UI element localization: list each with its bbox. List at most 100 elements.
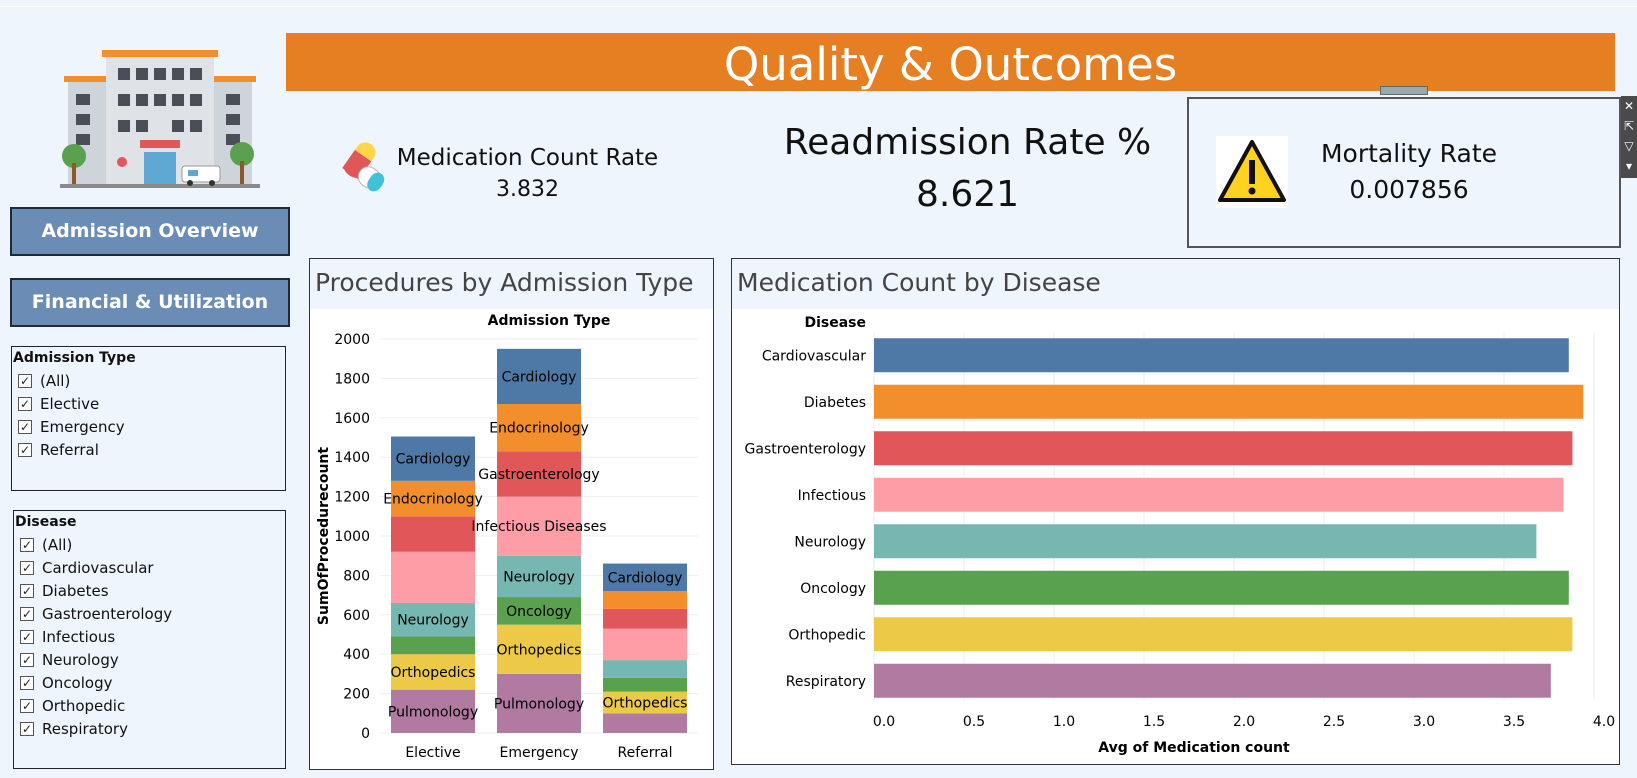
bar-neurology [874,524,1537,559]
medication-kpi-label: Medication Count Rate [396,145,659,171]
checkbox-checked-icon[interactable]: ✓ [20,606,34,621]
y-category-label: Neurology [794,534,866,550]
y-tick-label: 1200 [334,490,370,506]
segment-label: Infectious Diseases [471,519,606,535]
segment-label: Gastroenterology [478,467,599,483]
readmission-kpi-value: 8.621 [915,174,1020,215]
checkbox-checked-icon[interactable]: ✓ [20,583,34,598]
procedures-stacked-bar-chart: Admission Type SumOfProcedurecount 0 200 400… [316,313,698,761]
disease-filter: Disease ✓ (All) ✓ Cardiovascular ✓ Diabetes… [13,510,286,769]
checkbox-checked-icon[interactable]: ✓ [20,629,34,644]
bar-cardiovascular [874,338,1569,373]
filter-icon[interactable]: ▽ [1624,139,1634,153]
mortality-kpi-label: Mortality Rate [1320,139,1498,168]
bar-segment-cardiology [603,563,687,592]
y-category-label: Infectious [798,488,866,504]
y-category-label: Cardiovascular [762,348,866,364]
bar-segment-cardiology [497,348,581,405]
x-tick-label: Emergency [500,745,579,761]
checkbox-checked-icon[interactable]: ✓ [20,537,34,552]
medication-kpi-value: 3.832 [496,177,559,202]
checkbox-checked-icon[interactable]: ✓ [20,721,34,736]
x-tick-label: 2.0 [1233,714,1255,730]
segment-label: Neurology [397,613,469,629]
more-options-icon[interactable]: ▾ [1625,159,1633,173]
segment-label: Pulmonology [494,696,584,712]
segment-label: Endocrinology [489,421,589,437]
bar-orthopedic [874,617,1573,652]
medication-horizontal-bar-chart: Disease 0.0 0.5 1.0 1.5 2.0 2.5 3.0 3.5 4.0 Cardio… [745,315,1616,756]
admission-type-filter: Admission Type ✓ (All) ✓ Elective ✓ Emergen… [11,346,286,491]
y-tick-label: 600 [343,608,370,624]
y-tick-label: 1600 [334,411,370,427]
bar-segment-cardiology [391,436,475,481]
chart-title: Medication Count by Disease [732,259,1619,309]
bar-segment-infectious-diseases [391,551,475,603]
checkbox-checked-icon[interactable]: ✓ [18,373,32,388]
checkbox-checked-icon[interactable]: ✓ [20,652,34,667]
filter-item-emergency[interactable]: ✓ Emergency [18,417,125,436]
y-tick-label: 800 [343,568,370,584]
x-tick-label: Referral [618,745,673,761]
chart-header: Disease [804,315,866,331]
bar-segment-oncology [391,636,475,655]
checkbox-checked-icon[interactable]: ✓ [18,396,32,411]
filter-item-cardiovascular[interactable]: ✓ Cardiovascular [20,558,154,577]
drag-handle[interactable] [1380,86,1428,95]
filter-item-all[interactable]: ✓ (All) [18,371,71,390]
bar-gastroenterology [874,431,1573,466]
medication-chart-panel: Medication Count by Disease Disease 0.0 0.… [731,258,1620,765]
warning-triangle-icon [1216,136,1288,208]
y-tick-label: 1400 [334,450,370,466]
bar-segment-pulmonology [391,689,475,733]
x-axis-label: Avg of Medication count [1098,740,1290,756]
checkbox-checked-icon[interactable]: ✓ [20,675,34,690]
y-tick-label: 400 [343,647,370,663]
procedures-chart-panel: Procedures by Admission Type Admission T… [309,258,714,770]
bar-segment-orthopedics [391,654,475,690]
segment-label: Orthopedics [391,665,476,681]
bar-segment-endocrinology [391,480,475,517]
filter-item-neurology[interactable]: ✓ Neurology [20,650,119,669]
bar-segment-oncology [603,677,687,692]
segment-label: Orthopedics [603,695,688,711]
x-tick-label: 3.0 [1413,714,1435,730]
segment-label: Cardiology [396,452,471,468]
filter-item-oncology[interactable]: ✓ Oncology [20,673,113,692]
segment-label: Orthopedics [497,642,582,658]
y-tick-label: 200 [343,687,370,703]
y-tick-label: 1800 [334,371,370,387]
bar-segment-endocrinology [497,404,581,452]
bar-segment-orthopedics [603,691,687,714]
bar-segment-orthopedics [497,624,581,674]
close-icon[interactable]: ✕ [1623,99,1635,113]
filter-item-all[interactable]: ✓ (All) [20,535,73,554]
bar-segment-neurology [603,660,687,678]
checkbox-checked-icon[interactable]: ✓ [20,698,34,713]
open-external-icon[interactable]: ⇱ [1623,119,1635,133]
filter-item-infectious[interactable]: ✓ Infectious [20,627,116,646]
checkbox-checked-icon[interactable]: ✓ [20,560,34,575]
mortality-kpi-card[interactable]: Mortality Rate 0.007856 [1187,97,1621,248]
bar-diabetes [874,384,1584,419]
filter-item-orthopedic[interactable]: ✓ Orthopedic [20,696,126,715]
chart-title: Procedures by Admission Type [310,259,713,309]
filter-item-referral[interactable]: ✓ Referral [18,440,99,459]
segment-label: Cardiology [608,570,683,586]
y-category-label: Respiratory [786,674,866,690]
financial-utilization-button[interactable]: Financial & Utilization [10,278,290,327]
x-tick-label: 2.5 [1323,714,1345,730]
x-tick-label: 0.5 [963,714,985,730]
y-category-label: Diabetes [804,395,866,411]
filter-item-elective[interactable]: ✓ Elective [18,394,100,413]
segment-label: Cardiology [502,369,577,385]
filter-item-diabetes[interactable]: ✓ Diabetes [20,581,109,600]
admission-overview-button[interactable]: Admission Overview [10,207,290,256]
filter-item-respiratory[interactable]: ✓ Respiratory [20,719,128,738]
filter-item-gastroenterology[interactable]: ✓ Gastroenterology [20,604,173,623]
checkbox-checked-icon[interactable]: ✓ [18,442,32,457]
x-tick-label: 4.0 [1593,714,1615,730]
chart-header: Admission Type [488,313,611,329]
bar-segment-endocrinology [603,591,687,609]
checkbox-checked-icon[interactable]: ✓ [18,419,32,434]
